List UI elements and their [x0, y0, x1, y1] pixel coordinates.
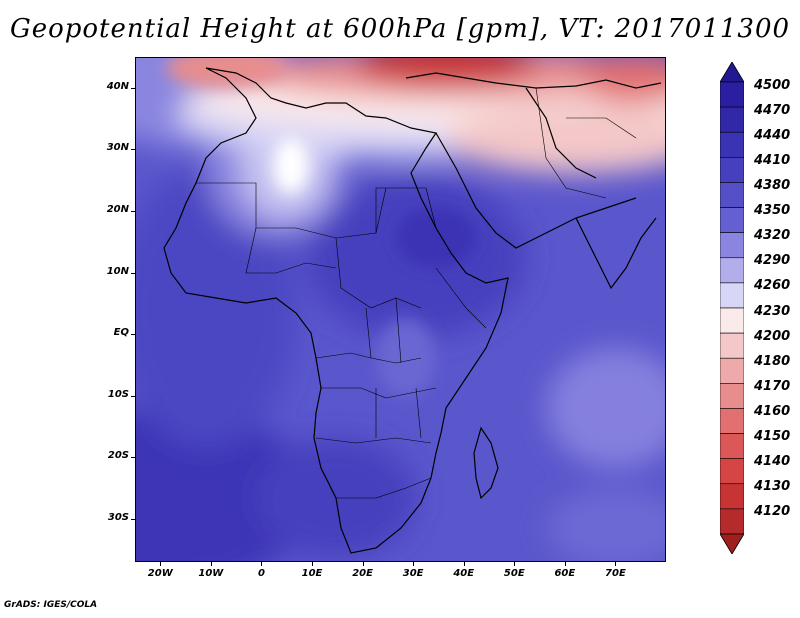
colorbar-swatch [720, 332, 744, 359]
x-tick-label: 10W [198, 568, 224, 579]
x-tick-label: 20W [147, 568, 173, 579]
colorbar-swatch [720, 207, 744, 233]
colorbar-level-label: 4200 [754, 328, 791, 344]
colorbar-swatch [720, 182, 744, 208]
x-tick-mark [413, 562, 414, 566]
y-tick-mark [131, 396, 135, 397]
colorbar-swatch [720, 257, 744, 284]
colorbar-level-label: 4350 [754, 203, 791, 219]
colorbar-swatch [720, 232, 744, 259]
geopotential-map [136, 58, 665, 561]
x-tick-label: 20E [352, 568, 373, 579]
colorbar-bottom-arrow [720, 533, 744, 554]
y-tick-label: EQ [113, 327, 129, 339]
colorbar-level-label: 4140 [754, 454, 791, 470]
colorbar-swatch [720, 131, 744, 158]
colorbar-level-label: 4410 [754, 152, 791, 168]
y-tick-label: 10N [106, 265, 129, 277]
x-tick-mark [615, 562, 616, 566]
colorbar-level-label: 4380 [754, 178, 791, 193]
colorbar-swatch [720, 282, 744, 309]
colorbar-swatch [720, 357, 744, 384]
colorbar-swatch [720, 408, 744, 434]
colorbar [720, 62, 744, 554]
colorbar-swatch [720, 483, 744, 510]
borders [196, 87, 637, 499]
y-tick-label: 20S [107, 450, 129, 462]
x-tick-label: 0 [257, 568, 265, 579]
colorbar-level-label: 4320 [754, 228, 791, 244]
colorbar-swatch [720, 157, 744, 183]
colorbar-top-arrow [720, 62, 744, 83]
map-panel [135, 57, 666, 562]
y-tick-mark [131, 211, 135, 212]
x-tick-mark [211, 562, 212, 566]
map-title: Geopotential Height at 600hPa [gpm], VT:… [9, 14, 791, 44]
x-tick-label: 60E [554, 568, 576, 579]
x-tick-label: 50E [503, 568, 525, 579]
y-tick-mark [131, 88, 135, 89]
x-tick-mark [312, 562, 313, 566]
x-tick-label: 30E [402, 568, 424, 579]
y-tick-mark [131, 519, 135, 520]
x-tick-label: 70E [605, 568, 626, 579]
colorbar-level-label: 4440 [754, 127, 791, 143]
colorbar-level-label: 4470 [754, 102, 791, 118]
colorbar-swatch [720, 433, 744, 459]
x-tick-mark [464, 562, 465, 566]
colorbar-level-label: 4260 [754, 278, 791, 294]
y-tick-label: 20N [106, 203, 129, 215]
y-tick-label: 40N [106, 80, 129, 92]
x-tick-label: 40E [453, 568, 475, 579]
y-tick-mark [131, 273, 135, 274]
y-tick-mark [131, 149, 135, 150]
colorbar-level-label: 4500 [754, 77, 791, 93]
x-tick-mark [565, 562, 566, 566]
colorbar-swatch [720, 383, 744, 409]
colorbar-level-label: 4230 [754, 303, 791, 319]
y-tick-mark [131, 457, 135, 458]
y-tick-mark [131, 334, 135, 335]
colorbar-swatch [720, 458, 744, 485]
y-tick-label: 30N [106, 142, 129, 154]
colorbar-level-label: 4150 [754, 429, 791, 445]
colorbar-level-label: 4290 [754, 253, 791, 269]
colorbar-swatch [720, 508, 744, 535]
x-tick-mark [261, 562, 262, 566]
colorbar-level-label: 4170 [754, 378, 791, 394]
colorbar-level-label: 4120 [754, 504, 791, 520]
contour-fill-detail [166, 58, 476, 398]
colorbar-level-label: 4180 [754, 353, 791, 369]
x-tick-mark [363, 562, 364, 566]
colorbar-level-label: 4130 [754, 479, 791, 495]
credit-text: GrADS: IGES/COLA [4, 600, 98, 610]
colorbar-swatch [720, 307, 744, 334]
x-tick-mark [160, 562, 161, 566]
x-tick-label: 10E [301, 568, 323, 579]
colorbar-swatch [720, 106, 744, 133]
y-tick-label: 10S [107, 388, 129, 400]
x-tick-mark [514, 562, 515, 566]
colorbar-level-label: 4160 [754, 404, 791, 419]
colorbar-swatch [720, 81, 744, 108]
y-tick-label: 30S [107, 511, 129, 523]
